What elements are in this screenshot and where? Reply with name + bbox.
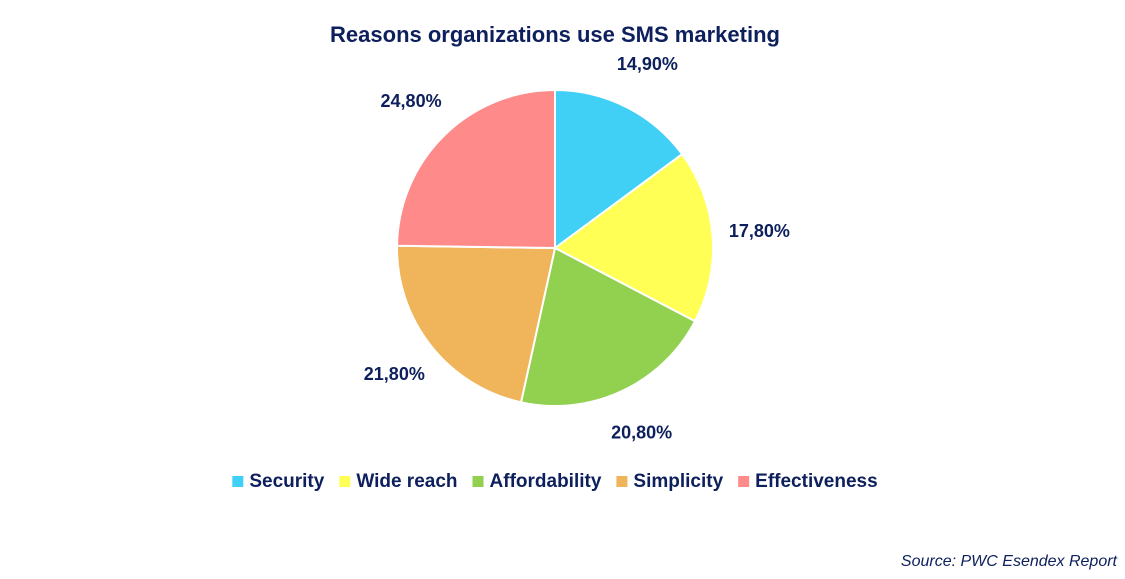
legend-label: Simplicity: [633, 471, 723, 492]
data-label: 24,80%: [381, 91, 442, 111]
source-note: Source: PWC Esendex Report: [901, 553, 1118, 570]
data-label: 21,80%: [364, 364, 425, 384]
data-label: 17,80%: [729, 221, 790, 241]
legend-swatch: [738, 476, 750, 487]
legend-swatch: [232, 476, 244, 487]
pie-slice: [554, 88, 684, 250]
pie-slice: [519, 246, 697, 407]
chart-title: Reasons organizations use SMS marketing: [330, 22, 780, 47]
data-label: 20,80%: [611, 423, 672, 443]
pie-slice: [396, 244, 557, 404]
legend-label: Affordability: [490, 471, 602, 492]
pie-slice: [396, 88, 556, 250]
legend-swatch: [339, 476, 351, 487]
legend-swatch: [472, 476, 484, 487]
legend-swatch: [616, 476, 628, 487]
legend-label: Wide reach: [356, 471, 457, 492]
data-label: 14,90%: [617, 54, 678, 74]
legend-label: Security: [249, 471, 324, 492]
pie-slice: [553, 152, 714, 323]
legend-label: Effectiveness: [755, 471, 878, 492]
